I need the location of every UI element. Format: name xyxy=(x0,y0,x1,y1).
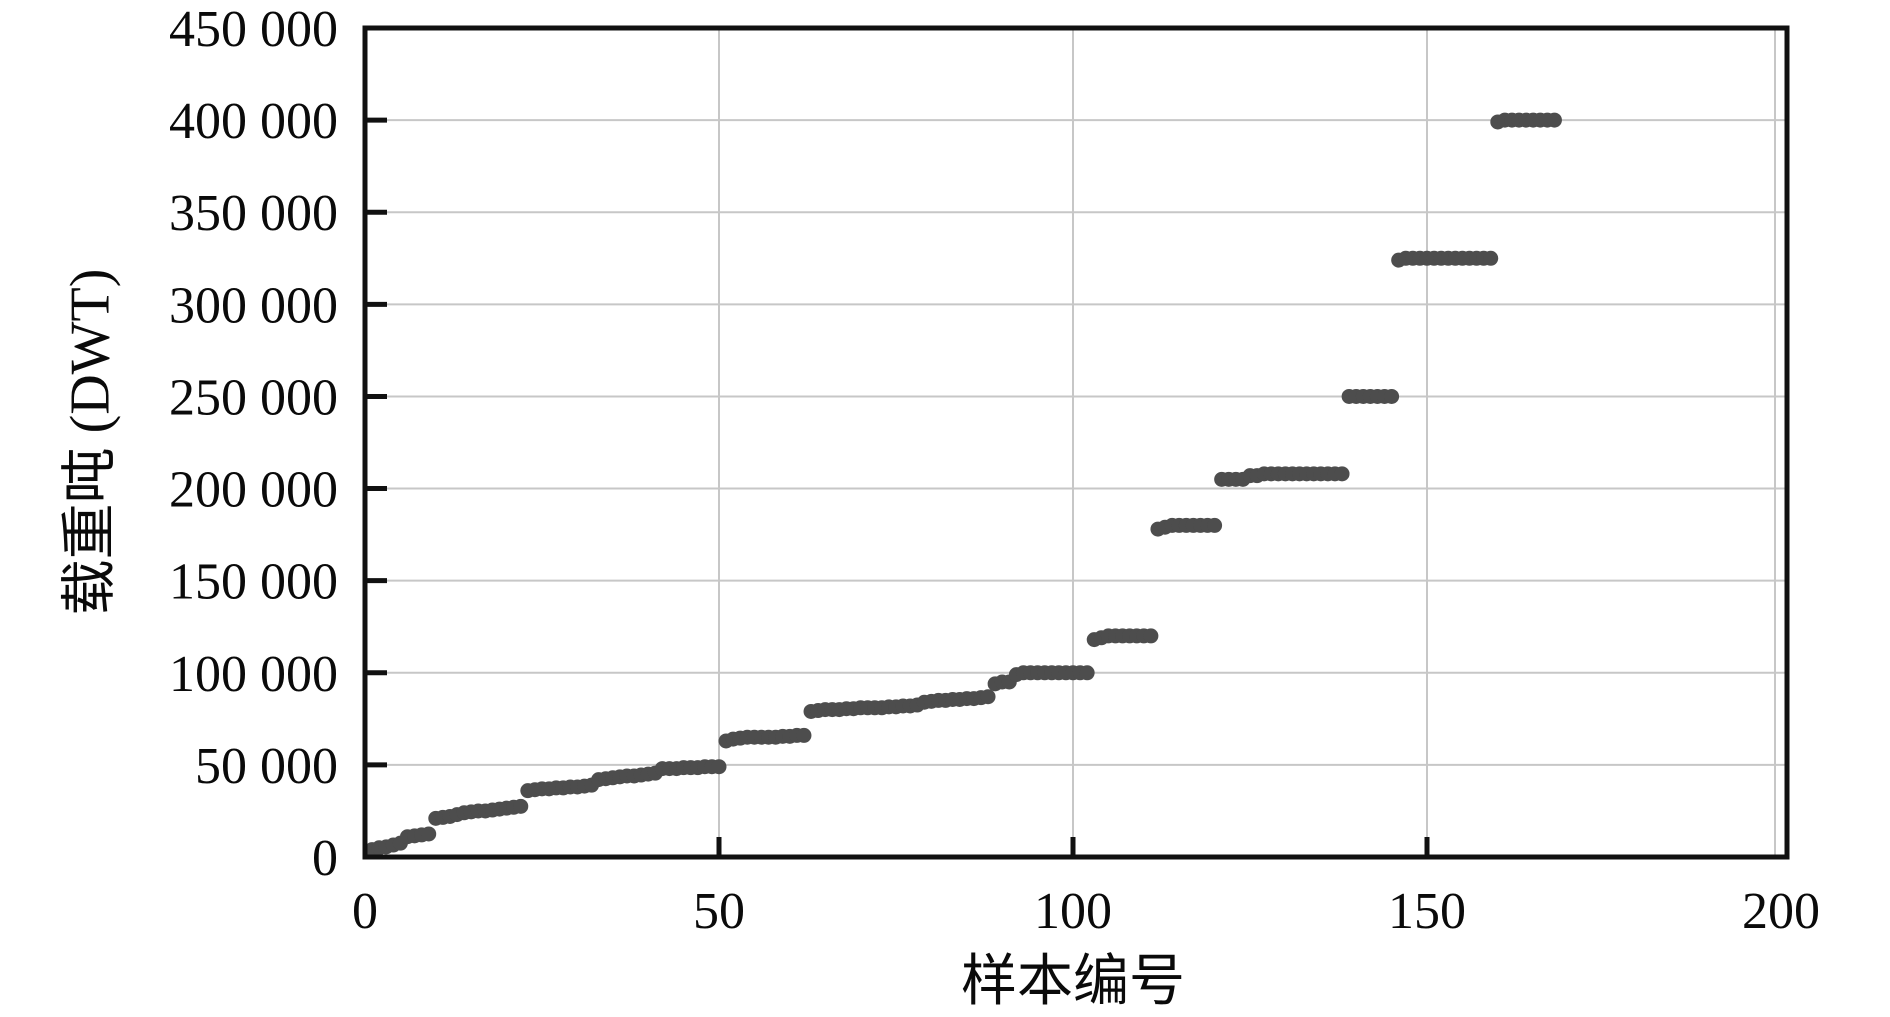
gridlines xyxy=(365,28,1787,857)
y-tick-label: 300 000 xyxy=(169,277,338,334)
x-tick-labels: 0 50 100 150 200 xyxy=(352,883,1820,940)
tick-marks xyxy=(367,117,1430,855)
data-point xyxy=(1207,517,1223,533)
plot-frame xyxy=(362,25,1790,860)
y-tick-label: 100 000 xyxy=(169,646,338,703)
data-point xyxy=(1079,665,1095,681)
y-tick-label: 250 000 xyxy=(169,369,338,426)
data-point xyxy=(796,727,812,743)
y-tick-label: 450 000 xyxy=(169,1,338,58)
data-point xyxy=(980,689,996,705)
data-points xyxy=(364,112,1562,858)
x-tick-label: 100 xyxy=(1034,883,1112,940)
data-point xyxy=(1546,112,1562,128)
data-point xyxy=(711,759,727,775)
data-point xyxy=(1483,250,1499,266)
y-tick-labels: 0 50 000 100 000 150 000 200 000 250 000 300 0… xyxy=(169,1,338,887)
y-tick-label: 350 000 xyxy=(169,185,338,242)
data-point xyxy=(421,826,437,842)
y-tick-label: 200 000 xyxy=(169,462,338,519)
data-point xyxy=(1143,628,1159,644)
y-tick-label: 400 000 xyxy=(169,93,338,150)
data-point xyxy=(513,798,529,814)
x-tick-label: 50 xyxy=(693,883,745,940)
data-point xyxy=(1384,388,1400,404)
x-axis-title: 样本编号 xyxy=(961,951,1185,1013)
x-tick-label: 200 xyxy=(1742,883,1820,940)
y-tick-label: 50 000 xyxy=(195,738,338,795)
y-axis-title: 载重吨 (DWT) xyxy=(59,268,122,616)
data-point xyxy=(1334,466,1350,482)
x-tick-label: 0 xyxy=(352,883,378,940)
x-tick-label: 150 xyxy=(1388,883,1466,940)
y-tick-label: 150 000 xyxy=(169,554,338,611)
y-tick-label: 0 xyxy=(312,830,338,887)
